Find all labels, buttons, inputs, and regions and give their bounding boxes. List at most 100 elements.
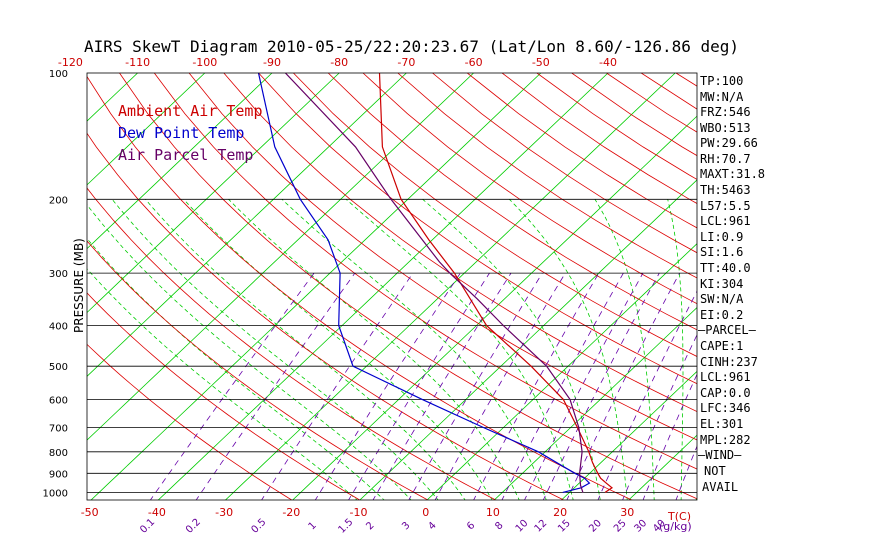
dry-adiabat-line: [87, 187, 497, 500]
mixing-ratio-tick-label: 3: [400, 520, 412, 532]
moist-adiabat-line: [509, 199, 628, 500]
mixing-ratio-tick-label: 1.5: [337, 517, 356, 536]
wind-header: —WIND—: [698, 448, 742, 462]
parcel-header: —PARCEL—: [698, 323, 757, 337]
dry-adiabat-line: [258, 73, 697, 385]
moist-adiabat-line: [145, 199, 466, 500]
mixing-ratio-tick-label: 12: [533, 518, 550, 535]
bottom-temp-tick-label: -20: [282, 506, 300, 519]
bottom-temp-tick-label: 0: [422, 506, 429, 519]
mixing-ratio-line: [314, 272, 461, 500]
dry-adiabat-line: [467, 73, 697, 229]
pressure-ticks: 100 200 300 400 500 600 700 800 900 1000: [43, 69, 68, 499]
index-wbo: WBO:513: [700, 121, 751, 135]
bottom-temp-tick-label: 10: [486, 506, 500, 519]
dry-adiabat-line: [87, 240, 429, 500]
moist-adiabat-line: [87, 237, 385, 500]
mixing-ratio-tick-label: 30: [632, 518, 649, 535]
wind-avail: AVAIL: [702, 480, 738, 494]
moist-adiabat-line: [87, 204, 412, 500]
isotherm-line: [0, 73, 3, 501]
isotherm-line: [560, 370, 697, 500]
index-ki: KI:304: [700, 277, 743, 291]
mixing-ratio-line: [622, 333, 697, 500]
dry-adiabat-line: [87, 132, 565, 500]
mixing-ratio-line: [348, 272, 490, 500]
parcel-el: EL:301: [700, 417, 743, 431]
mixing-ratio-line: [149, 272, 315, 500]
top-temp-tick-label: -60: [465, 56, 483, 69]
bottom-temp-tick-label: -50: [81, 506, 99, 519]
parcel-cape: CAPE:1: [700, 339, 743, 353]
pressure-tick-label: 900: [49, 469, 68, 480]
mixing-ratio-tick-label: 25: [612, 518, 629, 535]
plot-frame: [86, 72, 698, 501]
index-l57: L57:5.5: [700, 199, 751, 213]
top-temp-tick-label: -70: [397, 56, 415, 69]
dry-adiabat-line: [293, 73, 697, 357]
moist-adiabat-line: [111, 199, 439, 500]
moist-adiabat-line: [281, 199, 547, 500]
isotherm-line: [87, 73, 474, 441]
isotherm-line: [829, 73, 870, 501]
top-temp-tick-label: -110: [125, 56, 150, 69]
top-temperature-ticks: -120 -110 -100 -90 -80 -70 -60 -50 -40: [58, 56, 617, 69]
isotherm-line: [628, 434, 697, 500]
bottom-temp-tick-label: 20: [553, 506, 567, 519]
index-tt: TT:40.0: [700, 261, 751, 275]
dry-adiabat-line: [188, 73, 697, 441]
mixing-ratio-line: [501, 272, 624, 500]
mixing-ratio-tick-label: 0.5: [250, 517, 269, 536]
mixing-ratio-tick-label: 0.1: [138, 517, 157, 536]
index-rh: RH:70.7: [700, 152, 751, 166]
dry-adiabat-line: [850, 73, 870, 501]
dry-adiabat-line: [153, 73, 697, 470]
mixing-ratio-tick-label: 2: [364, 520, 376, 532]
mixing-ratio-tick-label: 10: [514, 518, 531, 535]
moist-adiabat-lines: [87, 198, 684, 500]
legend-ambient-air-temp: Ambient Air Temp: [118, 102, 263, 120]
top-temp-tick-label: -90: [263, 56, 281, 69]
mixing-ratio-tick-label: 8: [493, 520, 505, 532]
profile-line: [284, 73, 584, 493]
mixing-ratio-ticks: 0.1 0.2 0.5 1 1.5 2 3 4 6 8 10 12 15 20 25 30 40: [138, 517, 668, 536]
dry-adiabat-lines: [87, 73, 870, 501]
isotherm-line: [87, 73, 407, 377]
mixing-ratio-line: [566, 272, 680, 500]
dry-adiabat-line: [119, 73, 697, 500]
isotherm-line: [224, 73, 676, 500]
dry-adiabat-line: [397, 73, 697, 279]
index-pw: PW:29.66: [700, 136, 758, 150]
parcel-lfc: LFC:346: [700, 401, 751, 415]
y-axis-label: PRESSURE (MB): [72, 238, 86, 333]
index-frz: FRZ:546: [700, 105, 751, 119]
parcel-cap: CAP:0.0: [700, 386, 751, 400]
isotherm-line: [426, 243, 697, 500]
mixing-ratio-tick-label: 20: [587, 518, 604, 535]
pressure-tick-label: 1000: [43, 488, 68, 499]
isotherm-line: [762, 73, 870, 501]
pressure-tick-label: 200: [49, 195, 68, 206]
bottom-temp-tick-label: -30: [215, 506, 233, 519]
isobar-lines: [87, 198, 697, 493]
moist-adiabat-line: [422, 198, 601, 500]
pressure-tick-label: 500: [49, 362, 68, 373]
mixing-ratio-tick-label: 6: [465, 520, 477, 532]
bottom-temperature-ticks: -50 -40 -30 -20 -10 0 10 20 30: [81, 506, 635, 519]
legend-dew-point-temp: Dew Point Temp: [118, 124, 244, 142]
dry-adiabat-line: [746, 73, 870, 501]
bottom-temp-tick-label: -10: [350, 506, 368, 519]
index-li: LI:0.9: [700, 230, 743, 244]
index-maxt: MAXT:31.8: [700, 167, 765, 181]
moist-adiabat-line: [594, 199, 655, 500]
mixing-ratio-line: [642, 373, 697, 500]
mixing-ratio-line: [473, 272, 600, 500]
mixing-ratio-line: [524, 272, 644, 500]
index-mw: MW:N/A: [700, 90, 744, 104]
isotherm-lines: [0, 73, 870, 501]
x-axis-label: T(C): [667, 510, 691, 523]
index-lcl: LCL:961: [700, 214, 751, 228]
dry-adiabat-line: [362, 73, 697, 305]
isotherm-line: [87, 73, 340, 314]
mixing-ratio-tick-label: 0.2: [184, 517, 203, 536]
